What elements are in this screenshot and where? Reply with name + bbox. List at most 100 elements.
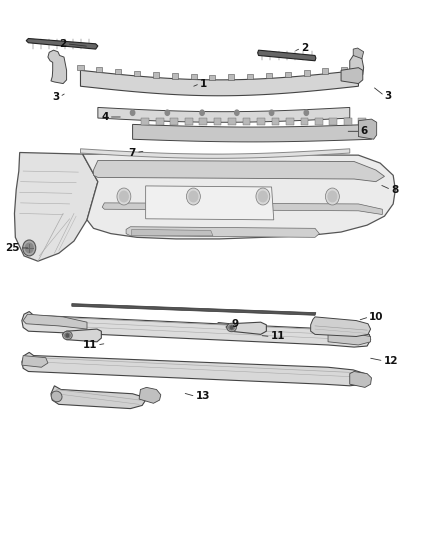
Bar xyxy=(185,118,193,125)
Text: 12: 12 xyxy=(384,356,398,366)
Bar xyxy=(134,71,140,76)
Bar xyxy=(329,118,337,125)
Bar xyxy=(199,118,207,125)
Text: 3: 3 xyxy=(53,92,60,102)
Polygon shape xyxy=(258,50,316,61)
Polygon shape xyxy=(341,68,363,84)
Text: 8: 8 xyxy=(391,184,398,195)
Text: 1: 1 xyxy=(200,78,207,88)
Ellipse shape xyxy=(63,331,72,340)
Circle shape xyxy=(256,188,270,205)
Polygon shape xyxy=(72,304,316,316)
Polygon shape xyxy=(328,333,371,345)
Ellipse shape xyxy=(229,325,235,330)
Circle shape xyxy=(23,240,36,256)
Bar xyxy=(78,65,84,70)
Circle shape xyxy=(66,334,69,337)
Polygon shape xyxy=(358,119,377,139)
Bar xyxy=(243,118,251,125)
Bar xyxy=(141,118,149,125)
Circle shape xyxy=(325,188,339,205)
Bar xyxy=(153,72,159,77)
Circle shape xyxy=(328,191,337,202)
Text: 7: 7 xyxy=(129,148,136,158)
Bar xyxy=(322,69,328,74)
Polygon shape xyxy=(133,124,371,142)
Polygon shape xyxy=(22,312,371,347)
Bar xyxy=(115,69,121,74)
Circle shape xyxy=(200,110,204,115)
Polygon shape xyxy=(83,154,396,239)
Text: 4: 4 xyxy=(101,112,109,122)
Bar xyxy=(228,118,236,125)
Polygon shape xyxy=(14,152,98,261)
Circle shape xyxy=(304,110,308,115)
Text: 10: 10 xyxy=(369,312,384,322)
Bar xyxy=(96,67,102,72)
Polygon shape xyxy=(98,108,350,122)
Text: 11: 11 xyxy=(271,332,285,342)
Polygon shape xyxy=(350,54,364,77)
Text: 3: 3 xyxy=(385,91,392,101)
Text: 2: 2 xyxy=(301,43,308,53)
Circle shape xyxy=(187,188,200,205)
Polygon shape xyxy=(350,372,371,387)
Polygon shape xyxy=(48,50,67,84)
Polygon shape xyxy=(226,322,266,334)
Text: 11: 11 xyxy=(82,340,97,350)
Bar xyxy=(266,73,272,78)
Bar xyxy=(315,118,323,125)
Polygon shape xyxy=(81,70,358,96)
Bar xyxy=(300,118,308,125)
Polygon shape xyxy=(126,227,319,237)
Polygon shape xyxy=(51,386,145,409)
Circle shape xyxy=(230,326,233,329)
Polygon shape xyxy=(145,186,274,220)
Bar xyxy=(341,67,347,72)
Polygon shape xyxy=(139,387,161,403)
Bar xyxy=(358,118,366,125)
Polygon shape xyxy=(23,314,87,329)
Circle shape xyxy=(117,188,131,205)
Ellipse shape xyxy=(51,391,62,402)
Polygon shape xyxy=(62,329,101,342)
Polygon shape xyxy=(353,48,364,59)
Text: 13: 13 xyxy=(196,391,210,401)
Bar xyxy=(304,70,310,76)
Ellipse shape xyxy=(64,333,71,338)
Bar xyxy=(272,118,279,125)
Bar xyxy=(172,74,178,79)
Text: 25: 25 xyxy=(5,243,20,253)
Circle shape xyxy=(120,191,128,202)
Bar xyxy=(228,75,234,80)
Bar xyxy=(285,72,291,77)
Circle shape xyxy=(25,243,33,253)
Polygon shape xyxy=(132,229,213,236)
Text: 9: 9 xyxy=(232,319,239,329)
Bar xyxy=(191,74,197,79)
Bar xyxy=(344,118,352,125)
Text: 6: 6 xyxy=(360,126,368,136)
Circle shape xyxy=(165,110,170,115)
Bar xyxy=(286,118,294,125)
Bar xyxy=(156,118,163,125)
Text: 2: 2 xyxy=(59,39,67,49)
Circle shape xyxy=(258,191,267,202)
Circle shape xyxy=(189,191,198,202)
Polygon shape xyxy=(22,352,366,386)
Circle shape xyxy=(269,110,274,115)
Polygon shape xyxy=(26,38,98,49)
Polygon shape xyxy=(94,160,385,182)
Bar xyxy=(257,118,265,125)
Ellipse shape xyxy=(227,323,237,332)
Circle shape xyxy=(235,110,239,115)
Polygon shape xyxy=(81,149,350,158)
Polygon shape xyxy=(311,317,371,336)
Bar xyxy=(247,74,253,79)
Circle shape xyxy=(131,110,135,115)
Polygon shape xyxy=(22,356,48,367)
Bar xyxy=(214,118,222,125)
Polygon shape xyxy=(102,203,382,215)
Bar xyxy=(209,75,215,80)
Bar xyxy=(170,118,178,125)
